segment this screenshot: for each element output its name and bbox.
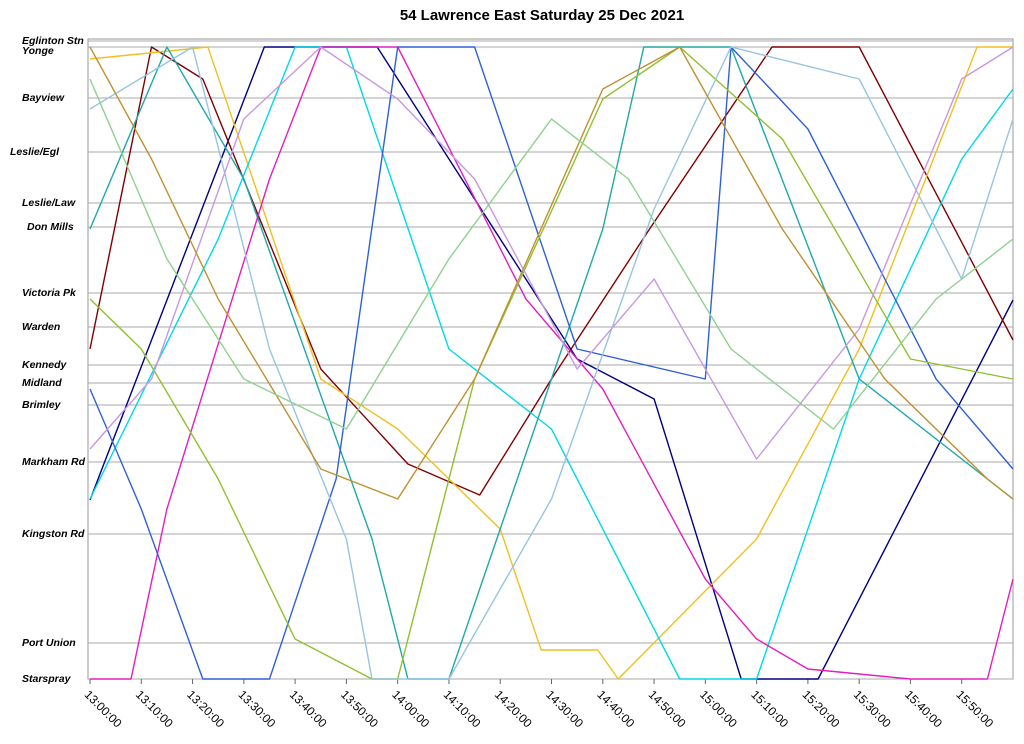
vehicle-trace xyxy=(89,46,1014,460)
y-tick-label: Warden xyxy=(22,321,60,333)
x-tick-label: 13:20:00 xyxy=(184,687,227,730)
x-tick-label: 15:50:00 xyxy=(953,687,996,730)
x-tick-label: 15:10:00 xyxy=(748,687,791,730)
vehicle-trace xyxy=(89,46,1014,680)
y-tick-label: Leslie/Law xyxy=(22,197,76,209)
vehicle-trace xyxy=(89,78,1014,430)
plot-frame xyxy=(87,38,1014,680)
y-tick-label: Victoria Pk xyxy=(22,287,77,299)
x-tick-label: 14:10:00 xyxy=(441,687,484,730)
x-tick-label: 14:30:00 xyxy=(543,687,586,730)
y-tick-label: Eglinton Stn xyxy=(22,35,84,47)
vehicle-trace xyxy=(89,46,1014,680)
x-tick-label: 15:30:00 xyxy=(851,687,894,730)
y-tick-label: Don Mills xyxy=(27,221,74,233)
y-tick-label: Markham Rd xyxy=(22,456,86,468)
x-tick-label: 13:30:00 xyxy=(235,687,278,730)
vehicle-trace xyxy=(89,46,1014,680)
x-tick-label: 14:50:00 xyxy=(646,687,689,730)
vehicle-trace xyxy=(89,46,1014,496)
y-tick-label: Bayview xyxy=(22,92,65,104)
x-tick-label: 15:20:00 xyxy=(800,687,843,730)
y-tick-label: Starspray xyxy=(22,673,72,685)
vehicle-trace xyxy=(89,46,1014,680)
y-tick-label: Yonge xyxy=(22,45,54,57)
x-tick-label: 13:50:00 xyxy=(338,687,381,730)
x-tick-label: 15:40:00 xyxy=(902,687,945,730)
y-tick-label: Brimley xyxy=(22,399,62,411)
x-tick-label: 15:00:00 xyxy=(697,687,740,730)
x-tick-label: 14:00:00 xyxy=(389,687,432,730)
vehicle-trace xyxy=(89,46,1014,680)
chart-title: 54 Lawrence East Saturday 25 Dec 2021 xyxy=(400,7,684,24)
y-tick-label: Kingston Rd xyxy=(22,528,85,540)
x-tick-label: 13:40:00 xyxy=(287,687,330,730)
x-tick-label: 14:20:00 xyxy=(492,687,535,730)
x-tick-label: 13:00:00 xyxy=(82,687,125,730)
y-tick-label: Leslie/Egl xyxy=(10,146,60,158)
y-tick-label: Port Union xyxy=(22,637,76,649)
vehicle-trace xyxy=(89,46,1013,680)
vehicle-trace xyxy=(89,46,1014,500)
y-tick-label: Midland xyxy=(22,377,62,389)
x-tick-label: 13:10:00 xyxy=(133,687,176,730)
y-tick-label: Kennedy xyxy=(22,359,68,371)
x-tick-label: 14:40:00 xyxy=(594,687,637,730)
